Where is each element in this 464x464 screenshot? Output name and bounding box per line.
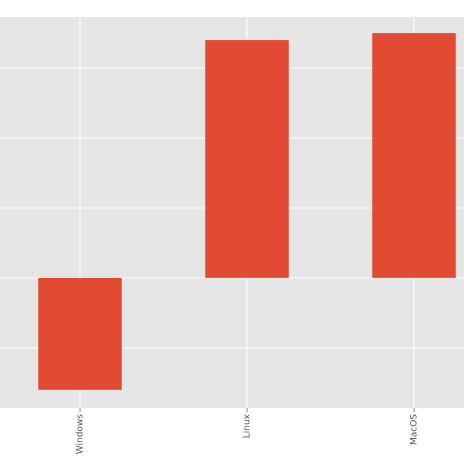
bar	[38, 277, 122, 390]
x-tick-label: MacOS	[410, 414, 420, 445]
x-tick-label: Windows	[76, 414, 86, 454]
bar	[205, 40, 289, 278]
x-tick-label: Linux	[243, 413, 253, 438]
bar	[372, 33, 456, 278]
